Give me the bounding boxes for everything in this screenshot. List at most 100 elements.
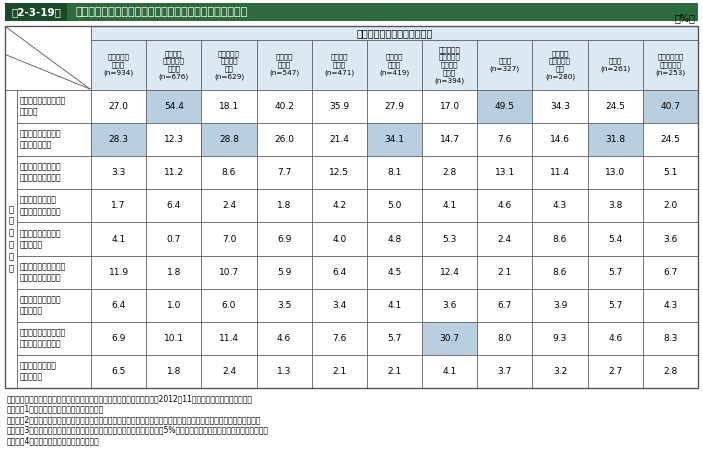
Bar <box>91 222 146 256</box>
Bar <box>588 355 643 388</box>
Text: 9.3: 9.3 <box>553 334 567 343</box>
Bar <box>91 90 146 123</box>
Bar <box>5 26 91 90</box>
Bar <box>422 156 477 189</box>
Bar <box>532 289 588 322</box>
Text: 3.6: 3.6 <box>663 235 678 243</box>
Bar <box>643 289 698 322</box>
Text: 1.3: 1.3 <box>277 367 291 376</box>
Text: 14.7: 14.7 <box>439 135 460 144</box>
Bar <box>532 123 588 156</box>
Bar <box>643 123 698 156</box>
Text: 3.4: 3.4 <box>333 301 347 310</box>
Bar <box>311 289 367 322</box>
Text: 6.4: 6.4 <box>333 267 347 277</box>
Bar <box>146 40 201 90</box>
Bar <box>201 289 257 322</box>
Bar <box>643 40 698 90</box>
Text: 2．色付けしている数値は、後継者に不足している各能力等を伸ばすための効果的な取組のうちの最大値である。: 2．色付けしている数値は、後継者に不足している各能力等を伸ばすための効果的な取組… <box>7 415 262 424</box>
Bar <box>532 256 588 289</box>
Bar <box>257 355 311 388</box>
Text: 31.8: 31.8 <box>605 135 625 144</box>
Text: 4.1: 4.1 <box>387 301 401 310</box>
Text: 27.9: 27.9 <box>385 102 404 111</box>
Bar <box>532 90 588 123</box>
Text: 商工会・商工会議所の
研修等に参加させる: 商工会・商工会議所の 研修等に参加させる <box>20 262 66 282</box>
Text: 技術力
(n=327): 技術力 (n=327) <box>490 58 520 72</box>
Bar <box>311 355 367 388</box>
Text: 4.0: 4.0 <box>333 235 347 243</box>
Text: 5.9: 5.9 <box>277 267 291 277</box>
Text: 14.6: 14.6 <box>550 135 570 144</box>
Text: 1.0: 1.0 <box>167 301 181 310</box>
Text: 民間企業の研修等に
参加させる: 民間企業の研修等に 参加させる <box>20 229 62 249</box>
Bar <box>367 189 422 222</box>
Text: 2.4: 2.4 <box>498 235 512 243</box>
Text: 2.4: 2.4 <box>222 367 236 376</box>
Bar <box>201 189 257 222</box>
Text: 2.8: 2.8 <box>443 168 457 177</box>
Bar <box>257 189 311 222</box>
Text: 10.1: 10.1 <box>164 334 184 343</box>
Bar <box>257 256 311 289</box>
Text: 54.4: 54.4 <box>164 102 183 111</box>
Bar <box>311 156 367 189</box>
Text: 役員・従業員
からの人望
(n=253): 役員・従業員 からの人望 (n=253) <box>655 54 685 76</box>
Text: 3.8: 3.8 <box>608 201 622 211</box>
Text: 財務・会計
の知識
(n=934): 財務・会計 の知識 (n=934) <box>103 54 134 76</box>
Text: 4.1: 4.1 <box>443 201 457 211</box>
Text: 事業運営に
役立つ人脈
やネット
ワーク
(n=394): 事業運営に 役立つ人脈 やネット ワーク (n=394) <box>434 46 465 84</box>
Bar <box>311 256 367 289</box>
Text: 5.7: 5.7 <box>608 267 622 277</box>
Text: 社内で経営に関する
経験を積ませる: 社内で経営に関する 経験を積ませる <box>20 130 62 150</box>
Bar <box>643 90 698 123</box>
Bar <box>146 189 201 222</box>
Bar <box>422 40 477 90</box>
Text: 10.7: 10.7 <box>219 267 239 277</box>
Text: 49.5: 49.5 <box>495 102 515 111</box>
Text: 34.1: 34.1 <box>385 135 404 144</box>
Bar <box>91 40 146 90</box>
Bar <box>91 355 146 388</box>
Text: 1.8: 1.8 <box>167 367 181 376</box>
Text: 2.8: 2.8 <box>664 367 678 376</box>
Text: 3．後継者に不足しているいずれの能力等に対しても、回答割合が5%に満たない効果的な取組は表示していない。: 3．後継者に不足しているいずれの能力等に対しても、回答割合が5%に満たない効果的… <box>7 425 269 434</box>
Text: 12.4: 12.4 <box>440 267 460 277</box>
Text: 公的機関の研修等に
参加させる: 公的機関の研修等に 参加させる <box>20 295 62 315</box>
Text: コミュニ
ケーション
能力
(n=280): コミュニ ケーション 能力 (n=280) <box>545 50 575 80</box>
Bar <box>588 256 643 289</box>
Text: 18.1: 18.1 <box>219 102 239 111</box>
Text: 5.1: 5.1 <box>663 168 678 177</box>
Bar <box>146 222 201 256</box>
Text: 5.7: 5.7 <box>387 334 401 343</box>
Bar <box>588 322 643 355</box>
Text: 2.0: 2.0 <box>664 201 678 211</box>
Text: 34.3: 34.3 <box>550 102 570 111</box>
Bar <box>367 322 422 355</box>
Bar <box>17 256 91 289</box>
Bar <box>422 90 477 123</box>
Bar <box>477 222 532 256</box>
Text: 自社の事
業・業界へ
の精通
(n=676): 自社の事 業・業界へ の精通 (n=676) <box>159 50 189 80</box>
Bar <box>201 322 257 355</box>
Text: 3.5: 3.5 <box>277 301 291 310</box>
Text: 4.1: 4.1 <box>443 367 457 376</box>
Text: 6.4: 6.4 <box>167 201 181 211</box>
Bar <box>17 355 91 388</box>
Text: 40.2: 40.2 <box>274 102 294 111</box>
Bar <box>532 189 588 222</box>
Text: 8.6: 8.6 <box>553 235 567 243</box>
Text: 3.3: 3.3 <box>111 168 126 177</box>
Text: 5.3: 5.3 <box>442 235 457 243</box>
Text: 1.7: 1.7 <box>111 201 126 211</box>
Bar <box>477 289 532 322</box>
Text: 28.8: 28.8 <box>219 135 239 144</box>
Text: 6.7: 6.7 <box>663 267 678 277</box>
Text: 第2-3-19図: 第2-3-19図 <box>11 7 61 17</box>
Bar <box>643 222 698 256</box>
Text: 資料：中小企業庁委託「中小企業の事業承継に関するアンケート調査」（2012年11月、（株）野村総合研究所）: 資料：中小企業庁委託「中小企業の事業承継に関するアンケート調査」（2012年11… <box>7 394 253 403</box>
Text: 24.5: 24.5 <box>661 135 681 144</box>
Bar <box>477 256 532 289</box>
Bar <box>91 189 146 222</box>
Text: 6.9: 6.9 <box>277 235 291 243</box>
